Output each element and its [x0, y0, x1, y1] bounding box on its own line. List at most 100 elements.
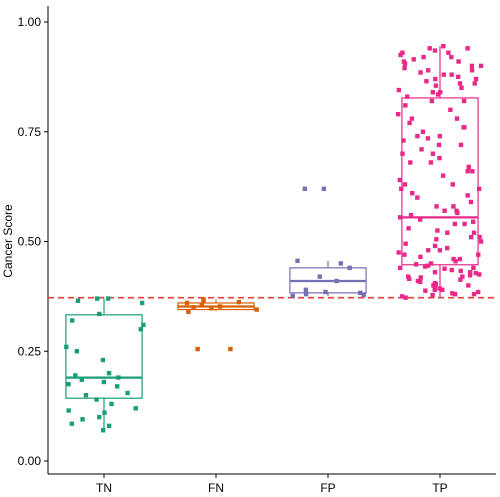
boxes-group — [65, 46, 479, 431]
data-point — [97, 414, 102, 420]
data-point — [75, 298, 81, 303]
data-point — [109, 401, 114, 407]
data-point — [303, 291, 309, 297]
data-point — [469, 68, 475, 73]
data-point — [408, 212, 414, 218]
data-point — [415, 195, 420, 200]
data-point — [478, 239, 484, 244]
data-point — [396, 250, 401, 255]
data-point — [405, 94, 410, 99]
data-point — [397, 265, 403, 271]
data-point — [411, 57, 416, 62]
x-tick-label: TP — [432, 481, 447, 495]
data-point — [450, 291, 455, 296]
data-point — [74, 349, 80, 354]
data-point — [437, 90, 443, 95]
data-point — [466, 283, 471, 288]
data-point — [470, 219, 476, 224]
data-point — [437, 248, 443, 253]
data-point — [449, 54, 454, 60]
data-point — [445, 230, 450, 235]
data-point — [114, 384, 120, 389]
data-point — [236, 299, 242, 305]
data-point — [419, 147, 424, 152]
data-point — [458, 268, 463, 274]
data-point — [468, 234, 474, 240]
data-point — [116, 375, 121, 380]
data-point — [400, 50, 405, 55]
data-point — [425, 136, 431, 141]
data-point — [434, 237, 439, 242]
data-point — [461, 98, 467, 104]
box-tn — [65, 298, 143, 431]
data-point — [469, 63, 475, 69]
data-point — [290, 293, 295, 299]
data-point — [430, 151, 436, 156]
data-point — [440, 173, 446, 178]
data-point — [184, 300, 190, 306]
data-point — [455, 74, 461, 80]
data-point — [406, 226, 411, 231]
data-point — [433, 83, 439, 88]
data-point — [138, 327, 143, 332]
data-point — [437, 155, 442, 161]
data-point — [478, 63, 484, 69]
data-point — [454, 116, 460, 121]
data-point — [195, 346, 200, 352]
x-tick-label: TN — [96, 481, 112, 495]
data-point — [444, 245, 450, 251]
data-point — [456, 59, 461, 64]
data-point — [452, 221, 458, 227]
data-point — [101, 379, 107, 385]
data-point — [186, 309, 191, 314]
data-point — [420, 129, 426, 134]
data-point — [418, 279, 423, 285]
data-point — [217, 304, 223, 309]
data-point — [449, 72, 454, 77]
data-point — [401, 138, 406, 143]
data-point — [428, 261, 434, 266]
data-point — [424, 79, 429, 84]
box-body — [65, 314, 143, 399]
data-point — [209, 306, 214, 311]
data-point — [477, 272, 482, 277]
data-point — [408, 160, 413, 165]
data-point — [141, 322, 146, 328]
data-point — [94, 397, 99, 402]
data-point — [442, 208, 447, 213]
data-point — [459, 85, 464, 91]
data-point — [432, 48, 438, 53]
data-point — [457, 81, 463, 86]
data-point — [430, 90, 436, 95]
data-point — [95, 296, 100, 301]
box-fp — [289, 260, 367, 296]
data-point — [69, 421, 74, 426]
data-point — [317, 274, 322, 279]
data-point — [97, 311, 102, 317]
data-point — [418, 70, 423, 75]
data-point — [462, 221, 467, 227]
data-point — [106, 296, 111, 301]
data-point — [64, 344, 69, 350]
data-point — [66, 381, 71, 387]
y-tick-label: 0.50 — [18, 235, 42, 249]
axes: 0.00 0.25 0.50 0.75 1.00 TN FN FP TP — [18, 6, 496, 495]
box-body — [401, 97, 479, 266]
data-point — [399, 186, 404, 192]
box-fn — [177, 299, 255, 312]
data-point — [125, 390, 130, 396]
data-point — [471, 230, 477, 235]
data-point — [102, 410, 107, 415]
data-point — [465, 193, 470, 198]
data-point — [476, 252, 481, 257]
data-point — [338, 261, 344, 266]
data-point — [139, 300, 145, 306]
data-point — [475, 289, 481, 295]
data-point — [402, 252, 407, 257]
data-point — [429, 98, 435, 104]
data-point — [396, 87, 402, 93]
data-point — [73, 373, 78, 378]
data-point — [413, 262, 419, 267]
data-point — [457, 256, 463, 262]
